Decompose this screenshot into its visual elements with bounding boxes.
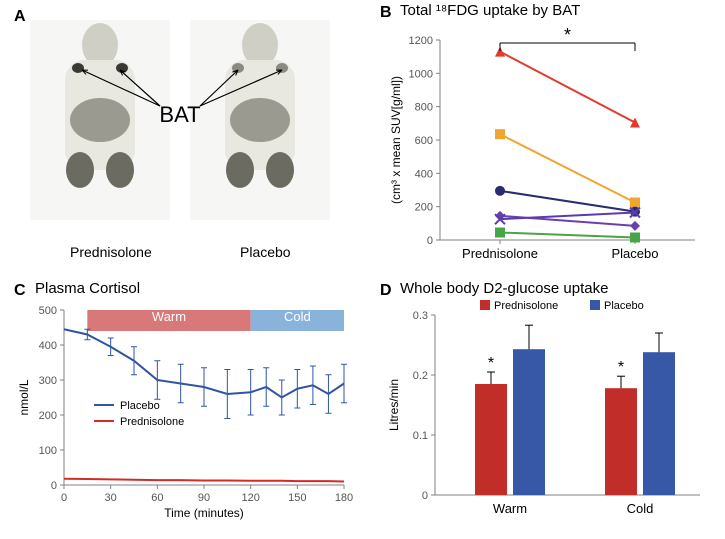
- panel-label-d: D: [380, 282, 392, 300]
- svg-text:60: 60: [151, 492, 163, 504]
- svg-text:0.3: 0.3: [413, 310, 428, 322]
- panel-b-title: Total ¹⁸FDG uptake by BAT: [400, 2, 580, 19]
- svg-text:150: 150: [288, 492, 306, 504]
- svg-text:0: 0: [61, 492, 67, 504]
- svg-text:Prednisolone: Prednisolone: [462, 246, 538, 261]
- svg-text:400: 400: [415, 168, 433, 180]
- svg-text:Time (minutes): Time (minutes): [164, 506, 244, 520]
- svg-text:200: 200: [415, 202, 433, 214]
- svg-text:120: 120: [241, 492, 259, 504]
- svg-text:Cold: Cold: [627, 501, 654, 516]
- svg-text:Warm: Warm: [493, 501, 527, 516]
- svg-text:500: 500: [39, 305, 57, 317]
- svg-text:Placebo: Placebo: [120, 400, 160, 412]
- svg-text:Placebo: Placebo: [604, 300, 644, 312]
- svg-text:0: 0: [427, 235, 433, 247]
- panel-d-title: Whole body D2-glucose uptake: [400, 280, 608, 297]
- svg-text:1200: 1200: [409, 35, 433, 47]
- svg-text:*: *: [488, 355, 494, 372]
- panel-label-c: C: [14, 282, 26, 300]
- svg-text:*: *: [618, 359, 624, 376]
- svg-text:Litres/min: Litres/min: [387, 379, 401, 431]
- panel-a: BAT: [30, 20, 350, 260]
- svg-text:(cm³ x mean SUV[g/ml]): (cm³ x mean SUV[g/ml]): [389, 76, 403, 204]
- svg-text:Prednisolone: Prednisolone: [494, 300, 558, 312]
- svg-text:Prednisolone: Prednisolone: [120, 416, 184, 428]
- svg-text:Warm: Warm: [152, 309, 186, 324]
- svg-text:800: 800: [415, 102, 433, 114]
- panel-c-title: Plasma Cortisol: [35, 280, 140, 297]
- svg-text:*: *: [564, 25, 571, 45]
- svg-text:200: 200: [39, 410, 57, 422]
- panel-label-a: A: [14, 8, 26, 26]
- svg-text:1000: 1000: [409, 68, 433, 80]
- svg-text:0.1: 0.1: [413, 430, 428, 442]
- svg-text:Cold: Cold: [284, 309, 311, 324]
- panel-c-chart: Warm Cold 0 100 200 300 400 500 0 30 60 90 120 150 180…: [14, 300, 364, 535]
- panel-d-chart: 0 0.1 0.2 0.3 Litres/min * Warm * Cold Prednisolo…: [380, 300, 720, 535]
- svg-text:400: 400: [39, 340, 57, 352]
- svg-text:BAT: BAT: [159, 102, 200, 127]
- svg-text:0: 0: [422, 490, 428, 502]
- svg-text:300: 300: [39, 375, 57, 387]
- panel-b-chart: 0 200 400 600 800 1000 1200 Prednisolone Placebo…: [380, 20, 720, 270]
- svg-text:nmol/L: nmol/L: [17, 379, 31, 415]
- svg-text:30: 30: [105, 492, 117, 504]
- panel-a-caption-right: Placebo: [240, 244, 291, 260]
- svg-text:90: 90: [198, 492, 210, 504]
- svg-text:Placebo: Placebo: [612, 246, 659, 261]
- svg-text:600: 600: [415, 135, 433, 147]
- svg-text:100: 100: [39, 445, 57, 457]
- svg-text:0.2: 0.2: [413, 370, 428, 382]
- svg-text:180: 180: [335, 492, 353, 504]
- panel-a-caption-left: Prednisolone: [70, 244, 152, 260]
- svg-text:0: 0: [51, 480, 57, 492]
